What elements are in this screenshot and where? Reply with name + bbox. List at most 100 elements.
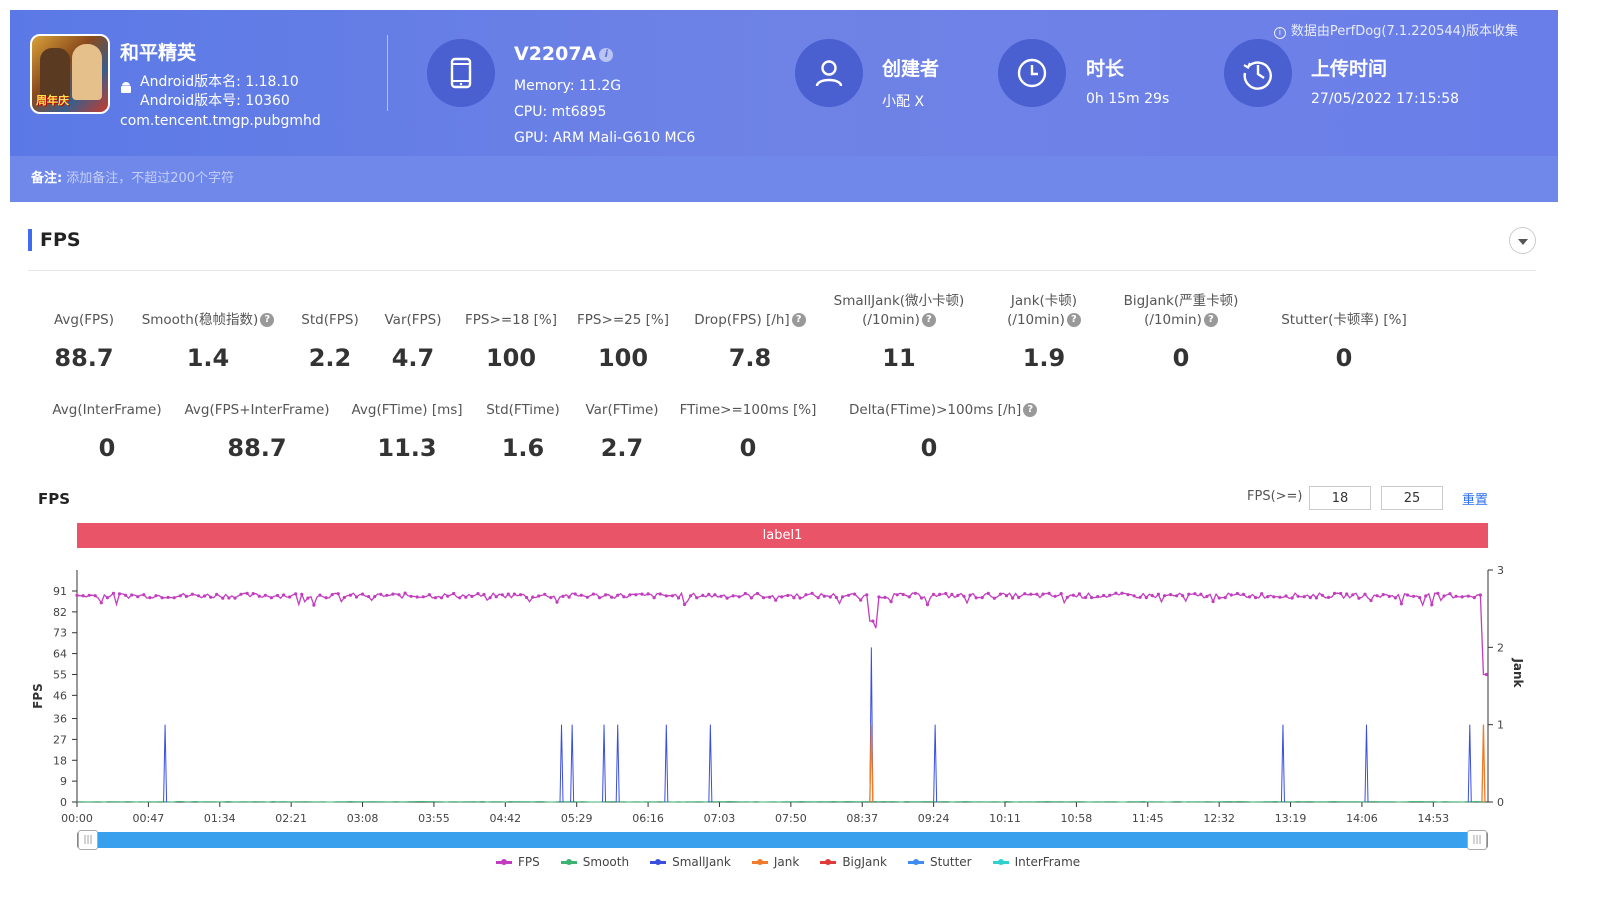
smalljank-spike <box>1364 724 1369 803</box>
fps-point <box>1199 592 1203 596</box>
fps-point <box>1229 593 1233 597</box>
smalljank-spike <box>615 724 620 803</box>
fps-point <box>1399 602 1403 606</box>
fps-chart[interactable]: 0 9 18 27 36 46 55 64 73 82 91 0 1 2 3 FPS Jank 00:00 00:4… <box>0 560 1619 830</box>
device-model: V2207A i <box>514 43 614 65</box>
fps-point <box>1460 595 1464 599</box>
stat-label-text: FTime>=100ms [%] <box>679 402 817 418</box>
fps-point <box>190 592 194 596</box>
legend-item[interactable]: SmallJank <box>650 855 731 869</box>
fps-point <box>780 595 784 599</box>
fps-point <box>816 596 820 600</box>
fps-point <box>1162 594 1167 598</box>
fps-point <box>75 593 79 597</box>
help-icon[interactable]: ? <box>260 313 275 327</box>
fps-point <box>464 595 468 599</box>
fps-point <box>239 592 243 596</box>
y-axis-label: FPS <box>31 683 45 709</box>
fps-point <box>792 596 796 600</box>
stat-label-line2: (/10min)? <box>819 311 979 330</box>
x-tick-label: 10:58 <box>1061 812 1093 825</box>
fps-point <box>488 596 492 600</box>
legend-item[interactable]: Stutter <box>907 855 972 869</box>
fps-point <box>1223 596 1227 600</box>
note-bar[interactable]: 备注: 添加备注，不超过200个字符 <box>10 156 1558 202</box>
fps-point <box>1187 592 1191 596</box>
user-icon <box>815 60 843 87</box>
fps-point <box>682 602 687 607</box>
legend-item[interactable]: Smooth <box>560 855 629 869</box>
fps-point <box>1290 596 1294 600</box>
fps-point <box>324 596 328 600</box>
label-bar[interactable]: label1 <box>77 523 1488 548</box>
help-icon[interactable]: ? <box>1066 313 1081 327</box>
help-icon[interactable]: ? <box>1023 403 1038 417</box>
stat-label: FTime>=100ms [%] <box>668 401 828 420</box>
fps-point <box>1345 592 1349 596</box>
fps-point <box>154 594 158 598</box>
fps-point <box>1096 595 1100 599</box>
legend-item[interactable]: InterFrame <box>992 855 1080 869</box>
x-tick-label: 14:53 <box>1417 812 1449 825</box>
legend-item[interactable]: BigJank <box>820 855 887 869</box>
x-tick-label: 00:00 <box>61 812 93 825</box>
fps-point <box>409 594 413 598</box>
y-right-tick-label: 3 <box>1497 564 1504 577</box>
threshold-input-2[interactable] <box>1381 486 1443 510</box>
fps-point <box>1017 595 1021 600</box>
stat-label-line2: (/10min)? <box>964 311 1124 330</box>
fps-point <box>634 593 638 597</box>
help-icon[interactable]: ? <box>921 313 936 327</box>
stat-r1-6: Drop(FPS) [/h]? 7.8 <box>670 311 830 374</box>
fps-point <box>1144 596 1148 600</box>
legend-label: Jank <box>773 855 800 869</box>
app-version-code: Android版本号: 10360 <box>140 93 290 109</box>
fps-point <box>749 596 754 600</box>
x-tick-label: 12:32 <box>1203 812 1235 825</box>
note-input[interactable]: 添加备注，不超过200个字符 <box>66 171 235 186</box>
stat-value: 0 <box>739 434 757 462</box>
help-icon[interactable]: ? <box>1203 313 1218 327</box>
fps-point <box>117 592 122 596</box>
x-tick-label: 06:16 <box>632 812 664 825</box>
legend-item[interactable]: FPS <box>496 855 540 869</box>
fps-point <box>731 594 735 598</box>
fps-point <box>348 593 352 597</box>
app-icon-figure <box>72 44 102 100</box>
app-name: 和平精英 <box>120 42 197 64</box>
fps-point <box>804 593 808 597</box>
device-info-icon[interactable]: i <box>599 47 614 62</box>
slider-handle-left[interactable]: ||| <box>78 830 98 850</box>
fps-point <box>980 596 984 600</box>
duration-icon-circle <box>998 39 1066 107</box>
fps-point <box>579 593 583 597</box>
fps-point <box>774 598 778 602</box>
x-tick-label: 07:03 <box>704 812 736 825</box>
help-icon[interactable]: ? <box>791 313 806 327</box>
time-range-slider[interactable] <box>77 832 1488 848</box>
legend-swatch <box>907 858 924 865</box>
stat-label-text: FPS>=18 [%] <box>465 312 557 328</box>
legend-label: SmallJank <box>672 855 731 869</box>
stat-label-text: Avg(InterFrame) <box>52 402 162 418</box>
fps-point <box>1047 591 1051 595</box>
app-icon: 周年庆 <box>30 34 110 114</box>
fps-point <box>628 593 632 597</box>
collapse-button[interactable] <box>1509 227 1536 254</box>
fps-point <box>543 592 547 596</box>
fps-point <box>865 593 869 597</box>
y-tick-label: 0 <box>60 796 67 809</box>
fps-point <box>1308 596 1312 600</box>
fps-point <box>962 594 966 598</box>
stat-label: Smooth(稳帧指数)? <box>128 311 288 330</box>
slider-handle-right[interactable]: ||| <box>1467 830 1487 850</box>
x-tick-label: 00:47 <box>133 812 165 825</box>
reset-link[interactable]: 重置 <box>1462 493 1489 508</box>
jank-spike <box>1481 724 1486 803</box>
fps-point <box>403 591 407 595</box>
stat-label-text: Avg(FPS+InterFrame) <box>184 402 330 418</box>
legend-item[interactable]: Jank <box>751 855 800 869</box>
fps-point <box>889 600 893 604</box>
threshold-input-1[interactable] <box>1309 486 1371 510</box>
fps-point <box>415 595 419 599</box>
